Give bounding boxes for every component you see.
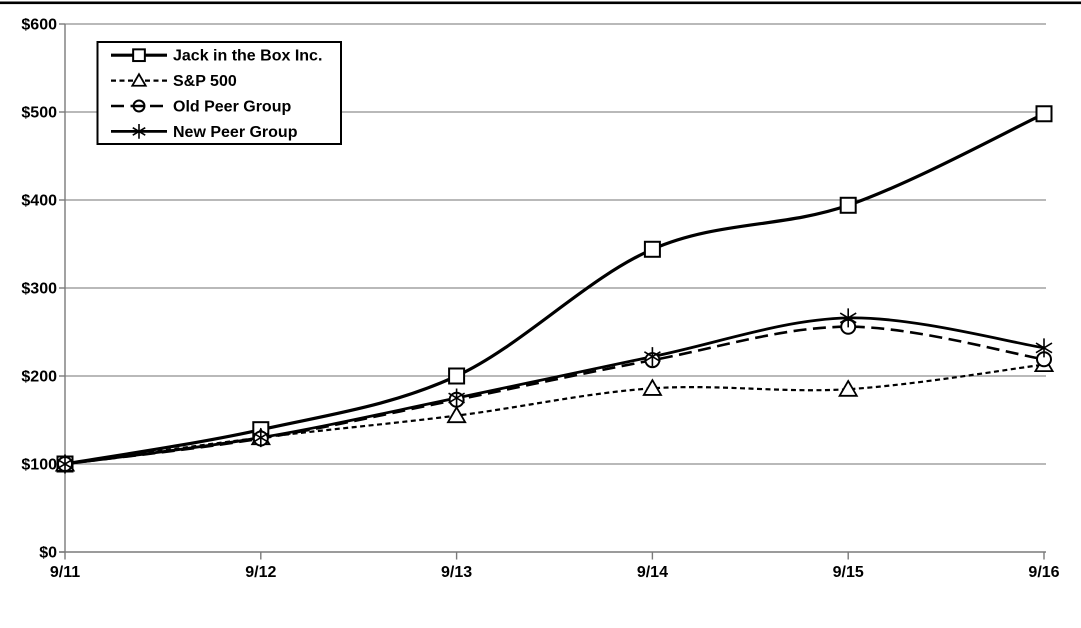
marker-square-jack-in-the-box-inc-2 (448, 367, 466, 385)
legend-circle-icon (132, 99, 146, 113)
series-line-jack-in-the-box-inc (64, 112, 1045, 466)
marker-triangle-s-p-500-2 (446, 405, 467, 424)
marker-asterisk-new-peer-group-4 (839, 308, 857, 328)
y-tick-label-500: $500 (21, 105, 57, 122)
marker-asterisk-new-peer-group-5 (1035, 338, 1053, 358)
y-tick-label-0: $0 (39, 545, 57, 562)
marker-triangle-s-p-500-3 (642, 378, 663, 396)
legend-item-new-peer-group: New Peer Group (111, 124, 298, 141)
legend-label-jack-in-the-box-inc: Jack in the Box Inc. (173, 48, 322, 65)
y-tick-label-300: $300 (21, 281, 57, 298)
x-tick-label-5: 9/16 (1028, 564, 1059, 581)
y-tick-label-600: $600 (21, 17, 57, 34)
legend-item-s-p-500: S&P 500 (111, 72, 237, 90)
marker-asterisk-new-peer-group-1 (252, 428, 270, 448)
series-line-old-peer-group (64, 325, 1045, 466)
y-tick-label-100: $100 (21, 457, 57, 474)
y-tick-label-400: $400 (21, 193, 57, 210)
marker-asterisk-new-peer-group-3 (643, 347, 661, 367)
legend-label-old-peer-group: Old Peer Group (173, 99, 291, 116)
x-tick-label-1: 9/12 (245, 564, 276, 581)
legend-label-new-peer-group: New Peer Group (173, 124, 298, 141)
x-tick-label-2: 9/13 (441, 564, 472, 581)
legend-item-old-peer-group: Old Peer Group (111, 99, 291, 116)
marker-asterisk-new-peer-group-0 (56, 454, 74, 474)
x-tick-label-4: 9/15 (833, 564, 864, 581)
y-tick-label-200: $200 (21, 369, 57, 386)
legend-triangle-icon (130, 72, 148, 87)
x-tick-label-0: 9/11 (50, 564, 80, 581)
axis-labels: $0 $100 $200 $300 $400 $500 $600 9/11 9/12 9/13 9/… (21, 17, 1059, 582)
legend-item-jack-in-the-box-inc: Jack in the Box Inc. (111, 48, 322, 65)
series-markers (54, 105, 1055, 474)
marker-square-jack-in-the-box-inc-4 (839, 196, 857, 214)
marker-asterisk-new-peer-group-2 (448, 388, 466, 408)
marker-square-jack-in-the-box-inc-3 (643, 240, 661, 258)
top-border-rule (0, 1, 1081, 5)
marker-square-jack-in-the-box-inc-5 (1035, 105, 1053, 123)
series-line-new-peer-group (64, 316, 1045, 466)
marker-triangle-s-p-500-4 (838, 379, 859, 397)
series-lines (64, 112, 1045, 466)
legend-label-s-p-500: S&P 500 (173, 73, 237, 90)
x-tick-label-3: 9/14 (637, 564, 668, 581)
legend-asterisk-icon (132, 123, 146, 139)
legend-square-icon (132, 48, 146, 63)
legend: Jack in the Box Inc. S&P 500 Old Peer Grou… (96, 41, 342, 145)
